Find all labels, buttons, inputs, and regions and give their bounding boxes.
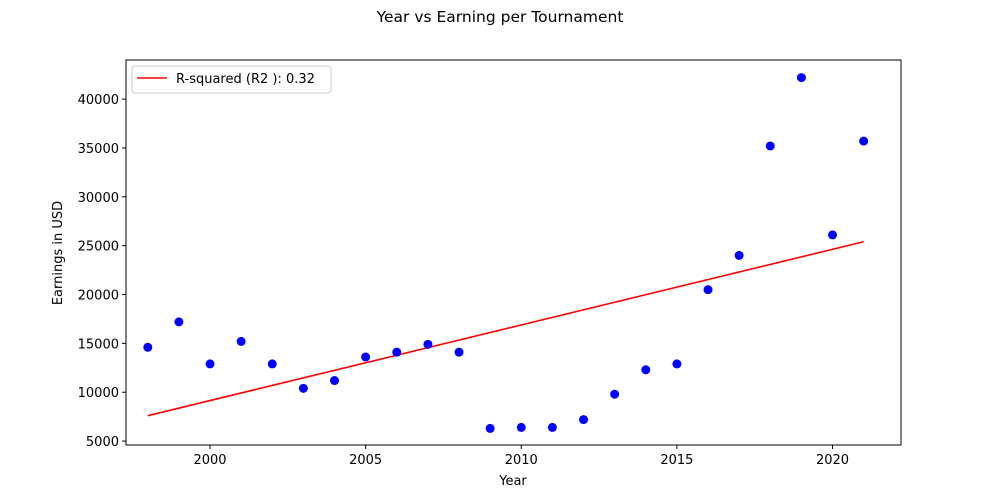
data-point [703,285,713,295]
y-tick-label: 25000 [78,240,119,255]
plot-frame [125,59,902,446]
data-point [734,250,744,260]
x-tick-label: 2020 [816,453,849,468]
x-tick-label: 2000 [193,453,226,468]
chart-title: Year vs Earning per Tournament [376,8,624,26]
y-tick-label: 35000 [78,142,119,157]
data-point [361,352,371,362]
y-axis-label: Earnings in USD [51,201,66,305]
data-point [641,365,651,375]
data-point [236,336,246,346]
data-point [672,359,682,369]
data-point [392,347,402,357]
data-point [610,389,620,399]
data-point [267,359,277,369]
data-point [298,383,308,393]
data-point [330,376,340,386]
legend-box [131,65,332,94]
fit-line [147,240,864,417]
y-tick-label: 30000 [78,191,119,206]
data-point [485,423,495,433]
y-tick-label: 10000 [78,386,119,401]
legend: R-squared (R2 ): 0.32 [131,65,332,94]
data-point [547,422,557,432]
plot-area [143,73,869,433]
y-tick-label: 40000 [78,93,119,108]
legend-fit-line-label: R-squared (R2 ): 0.32 [176,72,315,87]
data-point [143,342,153,352]
data-point [174,317,184,327]
x-axis-label: Year [498,474,527,489]
x-tick-label: 2010 [505,453,538,468]
x-tick-label: 2015 [660,453,693,468]
data-point [796,73,806,83]
data-point [423,339,433,349]
data-point [205,359,215,369]
data-point [765,141,775,151]
data-point [828,230,838,240]
data-point [859,136,869,146]
x-axis: 2000 2005 2010 2015 2020 [193,445,849,468]
data-point [579,415,589,425]
y-tick-label: 5000 [86,435,119,450]
y-axis: 5000 10000 15000 20000 25000 30000 35000 40000 [78,93,126,450]
data-point [454,347,464,357]
x-tick-label: 2005 [349,453,382,468]
data-point [516,422,526,432]
y-tick-label: 20000 [78,289,119,304]
y-tick-label: 15000 [78,337,119,352]
